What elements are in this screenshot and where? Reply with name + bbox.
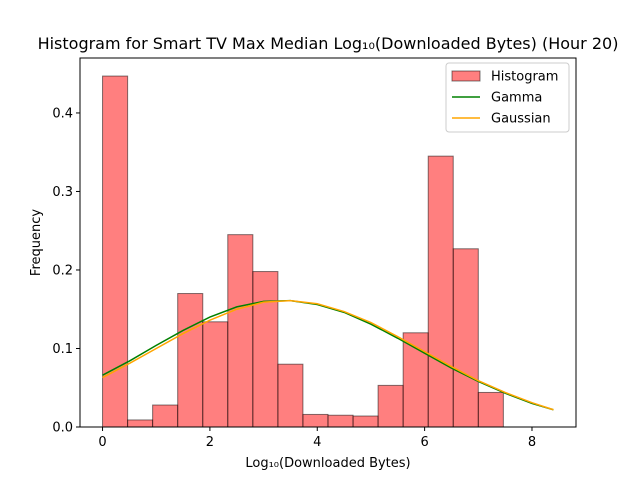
y-tick-label: 0.4: [52, 106, 73, 121]
histogram-bar: [127, 419, 154, 428]
x-tick-label: 8: [528, 435, 536, 450]
legend: Histogram Gamma Gaussian: [445, 62, 570, 133]
x-tick-label: 2: [206, 435, 214, 450]
chart-title: Histogram for Smart TV Max Median Log₁₀(…: [38, 34, 619, 53]
x-tick-label: 6: [420, 435, 428, 450]
y-tick-label: 0.2: [52, 263, 73, 278]
histogram-bar: [327, 414, 354, 428]
histogram-bar: [102, 75, 129, 428]
plot-area-frame: [79, 57, 577, 428]
histogram-bar: [252, 271, 279, 428]
y-axis-label: Frequency: [29, 209, 44, 276]
histogram-bar: [427, 155, 454, 428]
fit-lines: [102, 299, 554, 411]
x-tick-label: 4: [313, 435, 321, 450]
histogram-bar: [227, 234, 254, 428]
x-axis-ticks: 0 2 4 6 8: [98, 427, 536, 450]
legend-label: Gaussian: [491, 112, 551, 127]
y-tick-label: 0.1: [52, 342, 73, 357]
histogram-bar: [352, 415, 379, 428]
histogram-bar: [202, 321, 229, 428]
y-axis-ticks: 0.0 0.1 0.2 0.3 0.4: [52, 106, 80, 436]
legend-histogram-swatch: [451, 70, 481, 82]
x-tick-label: 0: [98, 435, 106, 450]
histogram-bar: [477, 391, 504, 428]
legend-label: Gamma: [491, 91, 542, 106]
legend-label: Histogram: [491, 70, 558, 85]
histogram-bar: [377, 384, 404, 428]
histogram-bars: [102, 75, 504, 428]
gaussian-line: [102, 299, 554, 411]
histogram-bar: [452, 248, 479, 428]
x-axis-label: Log₁₀(Downloaded Bytes): [245, 456, 410, 471]
y-tick-label: 0.3: [52, 185, 73, 200]
histogram-bar: [277, 363, 304, 428]
histogram-bar: [152, 404, 179, 428]
histogram-bar: [177, 293, 204, 428]
y-tick-label: 0.0: [52, 421, 73, 436]
histogram-bar: [302, 413, 329, 428]
